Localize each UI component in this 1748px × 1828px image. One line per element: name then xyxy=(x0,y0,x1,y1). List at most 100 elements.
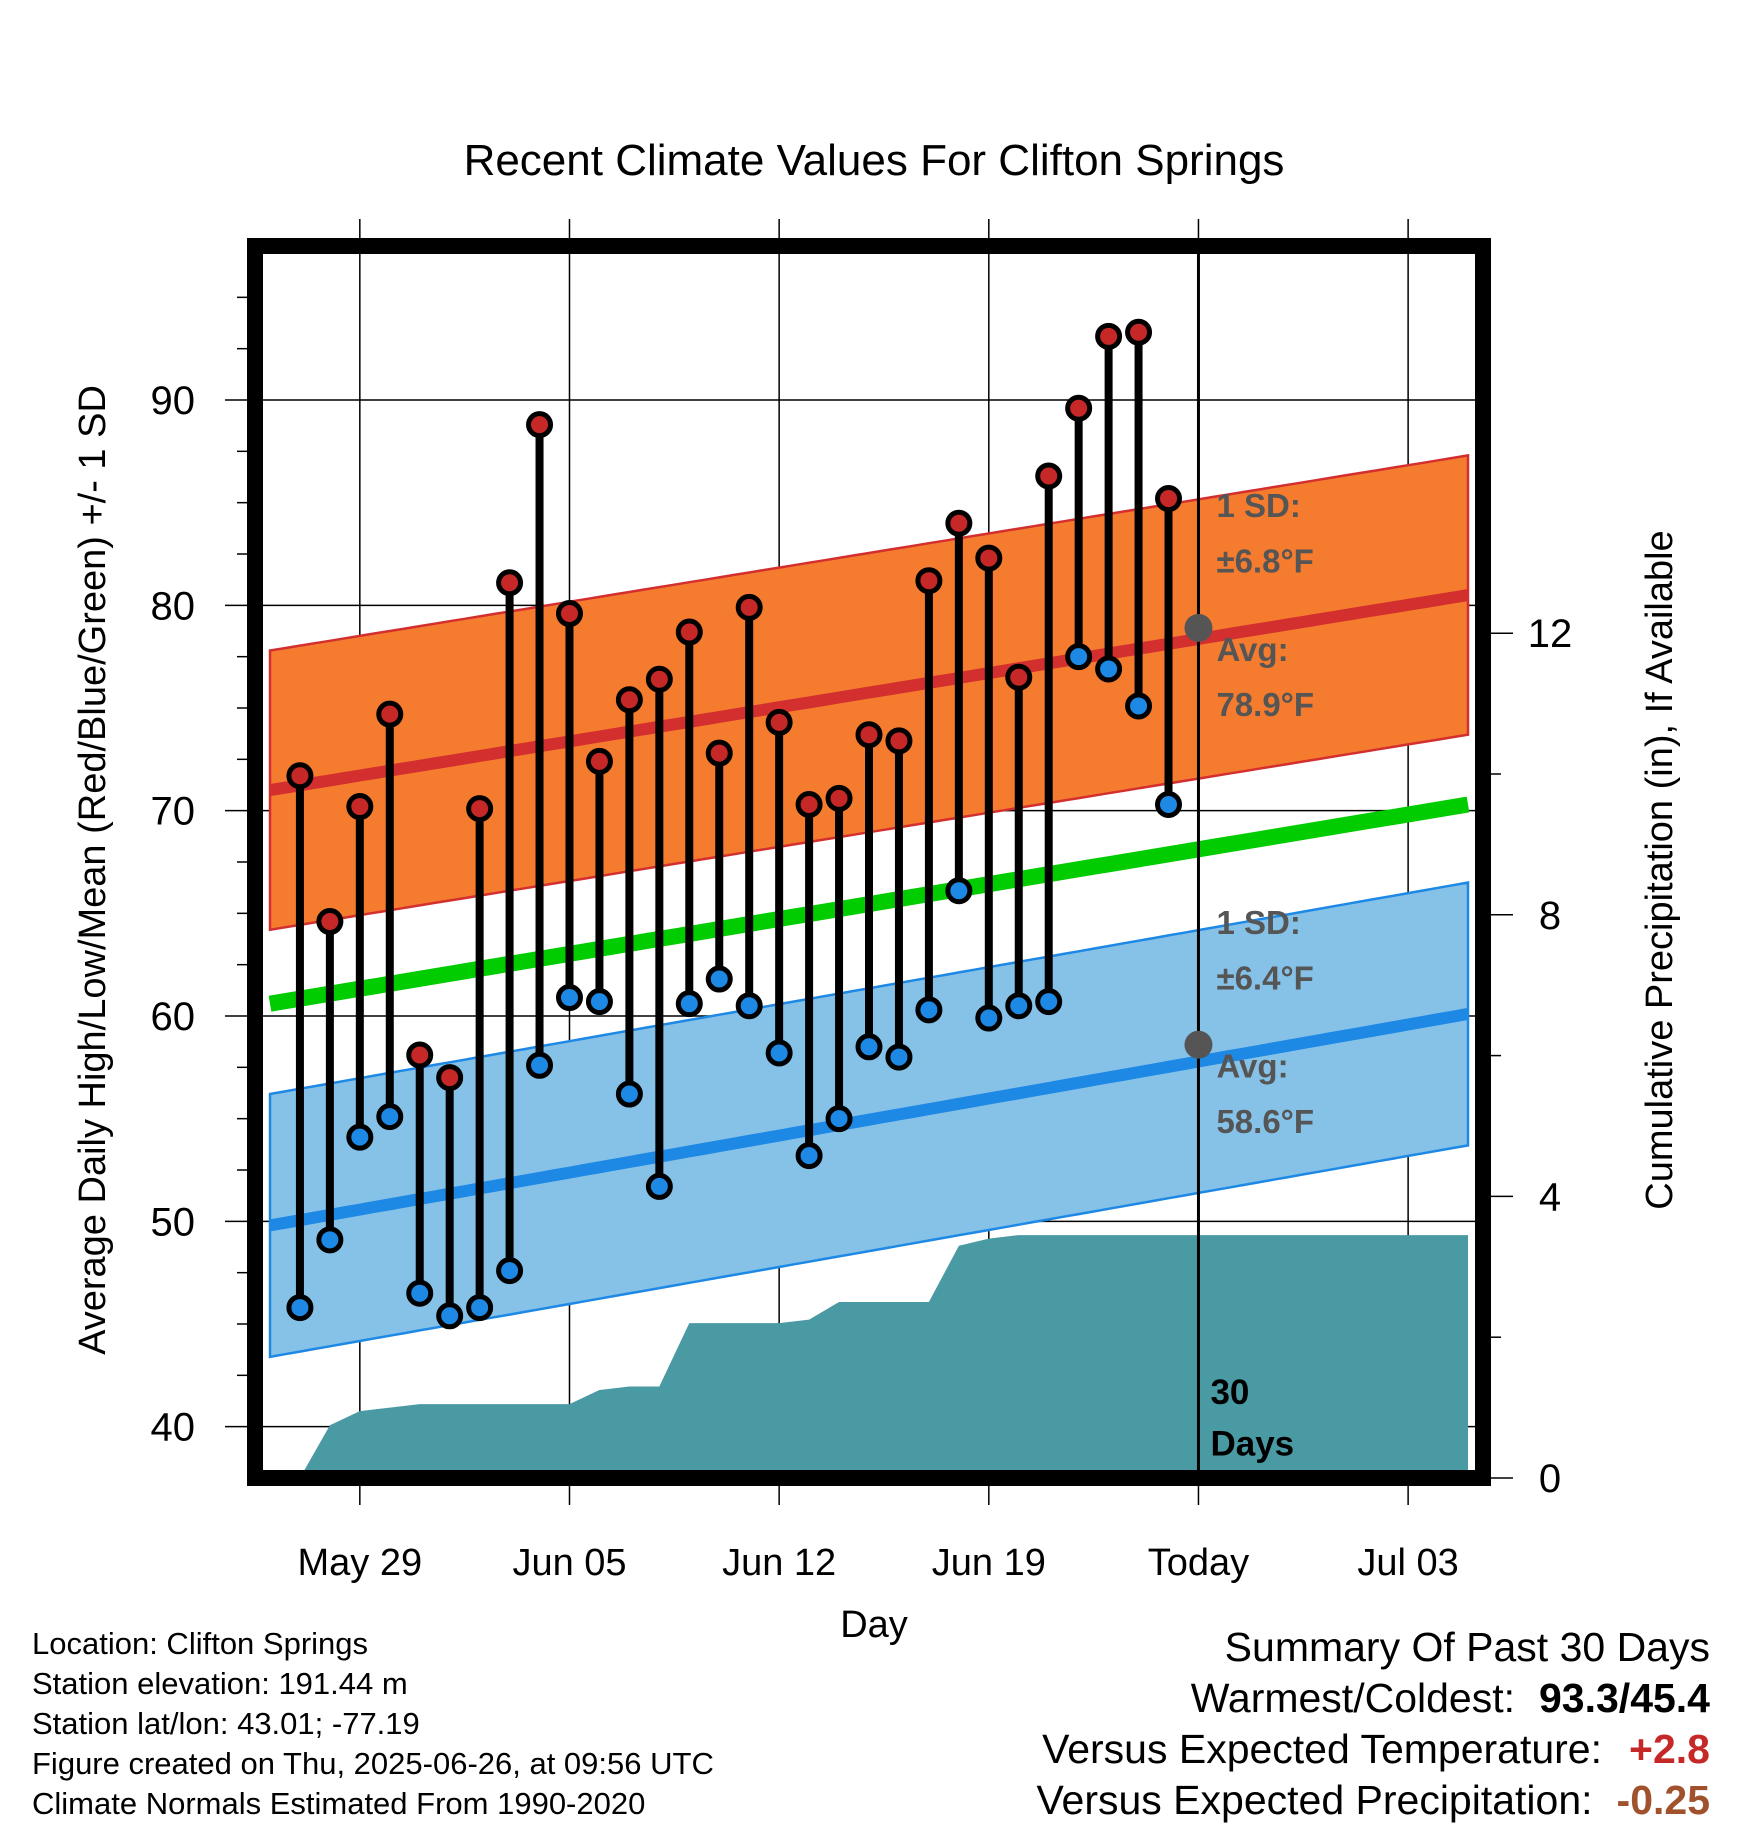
high-point xyxy=(915,567,943,595)
low-point xyxy=(645,1172,673,1200)
high-point xyxy=(675,618,703,646)
summary-prcp-row: Versus Expected Precipitation: -0.25 xyxy=(1036,1775,1710,1826)
low-point xyxy=(615,1080,643,1108)
high-point xyxy=(705,739,733,767)
low-point xyxy=(1125,692,1153,720)
latlon-text: Station lat/lon: 43.01; -77.19 xyxy=(32,1706,420,1741)
high-point xyxy=(1065,394,1093,422)
chart-title: Recent Climate Values For Clifton Spring… xyxy=(464,136,1285,185)
prcp-value: -0.25 xyxy=(1616,1777,1710,1823)
low-point xyxy=(376,1103,404,1131)
low-point xyxy=(825,1105,853,1133)
low-point xyxy=(316,1226,344,1254)
high-point xyxy=(825,784,853,812)
low-point xyxy=(675,990,703,1018)
y2-tick-label: 8 xyxy=(1539,894,1561,938)
high-point xyxy=(316,908,344,936)
window-count: 30 xyxy=(1210,1373,1249,1412)
high-point xyxy=(645,665,673,693)
high-sd-label: 1 SD: xyxy=(1216,487,1300,524)
low-point xyxy=(975,1004,1003,1032)
low-point xyxy=(795,1142,823,1170)
high-point xyxy=(286,762,314,790)
x-tick-label: Jul 03 xyxy=(1357,1542,1458,1584)
plot-area: 1 SD: ±6.8°F Avg: 78.9°F 1 SD: ±6.4°F Avg: 58.6… xyxy=(151,219,1573,1584)
window-unit: Days xyxy=(1210,1424,1294,1463)
high-point xyxy=(855,721,883,749)
low-point xyxy=(915,996,943,1024)
high-normal-line xyxy=(269,589,1469,797)
y-tick-label: 40 xyxy=(151,1406,196,1450)
low-point xyxy=(436,1302,464,1330)
low-point xyxy=(585,988,613,1016)
low-sd-value: ±6.4°F xyxy=(1216,959,1313,996)
low-point xyxy=(855,1033,883,1061)
today-avg-low-marker xyxy=(1184,1030,1213,1059)
low-point xyxy=(765,1039,793,1067)
y2-tick-label: 12 xyxy=(1528,612,1573,656)
low-point xyxy=(346,1123,374,1151)
high-point xyxy=(1035,462,1063,490)
high-point xyxy=(376,700,404,728)
x-tick-label: May 29 xyxy=(298,1542,423,1584)
high-sd-value: ±6.8°F xyxy=(1216,542,1313,579)
normals-text: Climate Normals Estimated From 1990-2020 xyxy=(32,1786,646,1821)
high-point xyxy=(466,795,494,823)
x-tick-label: Jun 12 xyxy=(722,1542,836,1584)
low-point xyxy=(406,1279,434,1307)
high-point xyxy=(975,544,1003,572)
high-point xyxy=(585,747,613,775)
low-normal-line xyxy=(268,1007,1470,1232)
y-tick-label: 70 xyxy=(151,790,196,834)
high-avg-value: 78.9°F xyxy=(1216,686,1314,723)
prcp-label: Versus Expected Precipitation: xyxy=(1036,1777,1593,1823)
temp-value: +2.8 xyxy=(1629,1726,1710,1772)
x-tick-label: Jun 05 xyxy=(512,1542,626,1584)
high-point xyxy=(765,708,793,736)
high-point xyxy=(555,600,583,628)
high-point xyxy=(496,569,524,597)
low-point xyxy=(526,1051,554,1079)
y-axis-label: Average Daily High/Low/Mean (Red/Blue/Gr… xyxy=(72,385,114,1355)
high-point xyxy=(526,411,554,439)
y2-axis-label: Cumulative Precipitation (in), If Availa… xyxy=(1639,530,1681,1209)
x-axis-label: Day xyxy=(840,1604,908,1646)
high-point xyxy=(1005,663,1033,691)
station-info: Location: Clifton Springs Station elevat… xyxy=(32,1624,714,1824)
high-point xyxy=(436,1064,464,1092)
low-point xyxy=(1035,988,1063,1016)
high-point xyxy=(1095,322,1123,350)
location-text: Location: Clifton Springs xyxy=(32,1626,369,1661)
elevation-text: Station elevation: 191.44 m xyxy=(32,1666,408,1701)
y-tick-label: 60 xyxy=(151,995,196,1039)
summary-title: Summary Of Past 30 Days xyxy=(1224,1624,1710,1670)
low-avg-label: Avg: xyxy=(1216,1048,1288,1085)
warm-label: Warmest/Coldest: xyxy=(1190,1675,1515,1721)
y-tick-label: 50 xyxy=(151,1200,196,1244)
low-point xyxy=(1005,992,1033,1020)
low-point xyxy=(705,965,733,993)
low-point xyxy=(1095,655,1123,683)
high-point xyxy=(945,509,973,537)
low-sd-label: 1 SD: xyxy=(1216,904,1300,941)
high-point xyxy=(885,727,913,755)
low-point xyxy=(885,1043,913,1071)
temp-label: Versus Expected Temperature: xyxy=(1042,1726,1602,1772)
high-point xyxy=(795,791,823,819)
low-point xyxy=(496,1257,524,1285)
plot-inner: 1 SD: ±6.8°F Avg: 78.9°F 1 SD: ±6.4°F Avg: 58.6… xyxy=(255,246,1483,1478)
low-point xyxy=(945,877,973,905)
low-point xyxy=(735,992,763,1020)
low-point xyxy=(1155,791,1183,819)
warm-value: 93.3/45.4 xyxy=(1539,1675,1710,1721)
high-point xyxy=(1125,318,1153,346)
summary-panel: Summary Of Past 30 Days Warmest/Coldest:… xyxy=(1036,1622,1710,1826)
low-point xyxy=(466,1294,494,1322)
y2-tick-label: 0 xyxy=(1539,1457,1561,1501)
high-point xyxy=(735,593,763,621)
high-point xyxy=(346,793,374,821)
created-text: Figure created on Thu, 2025-06-26, at 09… xyxy=(32,1746,714,1781)
summary-warm-row: Warmest/Coldest: 93.3/45.4 xyxy=(1036,1673,1710,1724)
today-avg-high-marker xyxy=(1184,613,1213,642)
y2-tick-label: 4 xyxy=(1539,1175,1561,1219)
